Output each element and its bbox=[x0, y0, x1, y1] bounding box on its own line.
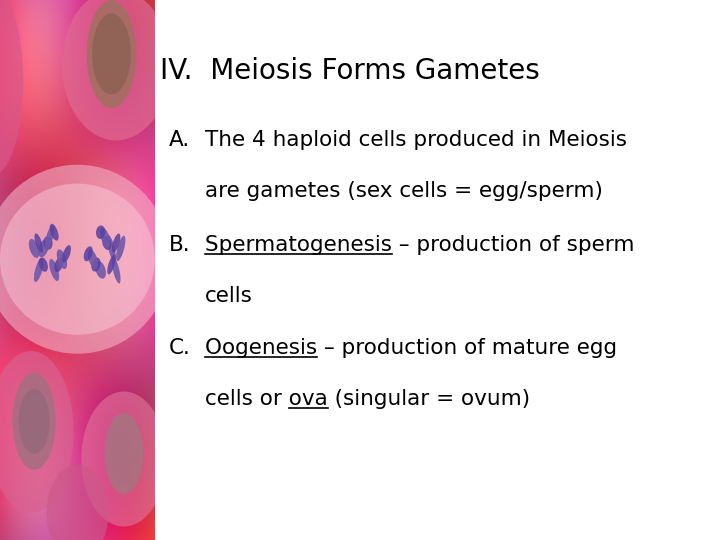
Text: C.: C. bbox=[169, 338, 191, 357]
Text: IV.  Meiosis Forms Gametes: IV. Meiosis Forms Gametes bbox=[160, 57, 539, 85]
Ellipse shape bbox=[0, 351, 73, 513]
Ellipse shape bbox=[29, 239, 40, 258]
Ellipse shape bbox=[62, 0, 171, 140]
Ellipse shape bbox=[50, 224, 58, 241]
Ellipse shape bbox=[12, 373, 55, 470]
Ellipse shape bbox=[54, 257, 63, 272]
Ellipse shape bbox=[102, 236, 112, 250]
Ellipse shape bbox=[0, 165, 171, 354]
Text: cells: cells bbox=[205, 286, 253, 306]
Ellipse shape bbox=[86, 0, 136, 108]
Ellipse shape bbox=[95, 261, 106, 279]
Ellipse shape bbox=[112, 256, 120, 284]
Text: are gametes (sex cells = egg/sperm): are gametes (sex cells = egg/sperm) bbox=[205, 181, 603, 201]
Ellipse shape bbox=[0, 0, 23, 176]
Ellipse shape bbox=[19, 389, 50, 454]
Text: Spermatogenesis – production of sperm: Spermatogenesis – production of sperm bbox=[205, 235, 635, 255]
Ellipse shape bbox=[84, 246, 93, 261]
Ellipse shape bbox=[46, 464, 109, 540]
Ellipse shape bbox=[57, 249, 67, 269]
Ellipse shape bbox=[112, 233, 120, 253]
Text: B.: B. bbox=[169, 235, 191, 255]
Text: cells or ova (singular = ovum): cells or ova (singular = ovum) bbox=[205, 389, 531, 409]
Ellipse shape bbox=[45, 225, 54, 250]
Ellipse shape bbox=[35, 233, 43, 253]
Ellipse shape bbox=[81, 392, 166, 526]
Text: Oogenesis – production of mature egg: Oogenesis – production of mature egg bbox=[205, 338, 617, 357]
Ellipse shape bbox=[0, 184, 155, 335]
Ellipse shape bbox=[92, 14, 131, 94]
Ellipse shape bbox=[96, 225, 105, 239]
Ellipse shape bbox=[39, 258, 48, 272]
Ellipse shape bbox=[43, 236, 53, 250]
Ellipse shape bbox=[104, 413, 143, 494]
Ellipse shape bbox=[100, 228, 110, 247]
Ellipse shape bbox=[38, 240, 49, 257]
Ellipse shape bbox=[49, 259, 59, 281]
Ellipse shape bbox=[34, 258, 43, 282]
Ellipse shape bbox=[107, 235, 116, 262]
Ellipse shape bbox=[88, 249, 98, 269]
Ellipse shape bbox=[107, 255, 116, 274]
Ellipse shape bbox=[116, 235, 125, 261]
Ellipse shape bbox=[62, 245, 71, 262]
Text: The 4 haploid cells produced in Meiosis: The 4 haploid cells produced in Meiosis bbox=[205, 130, 627, 150]
Text: A.: A. bbox=[169, 130, 191, 150]
Ellipse shape bbox=[91, 258, 101, 272]
